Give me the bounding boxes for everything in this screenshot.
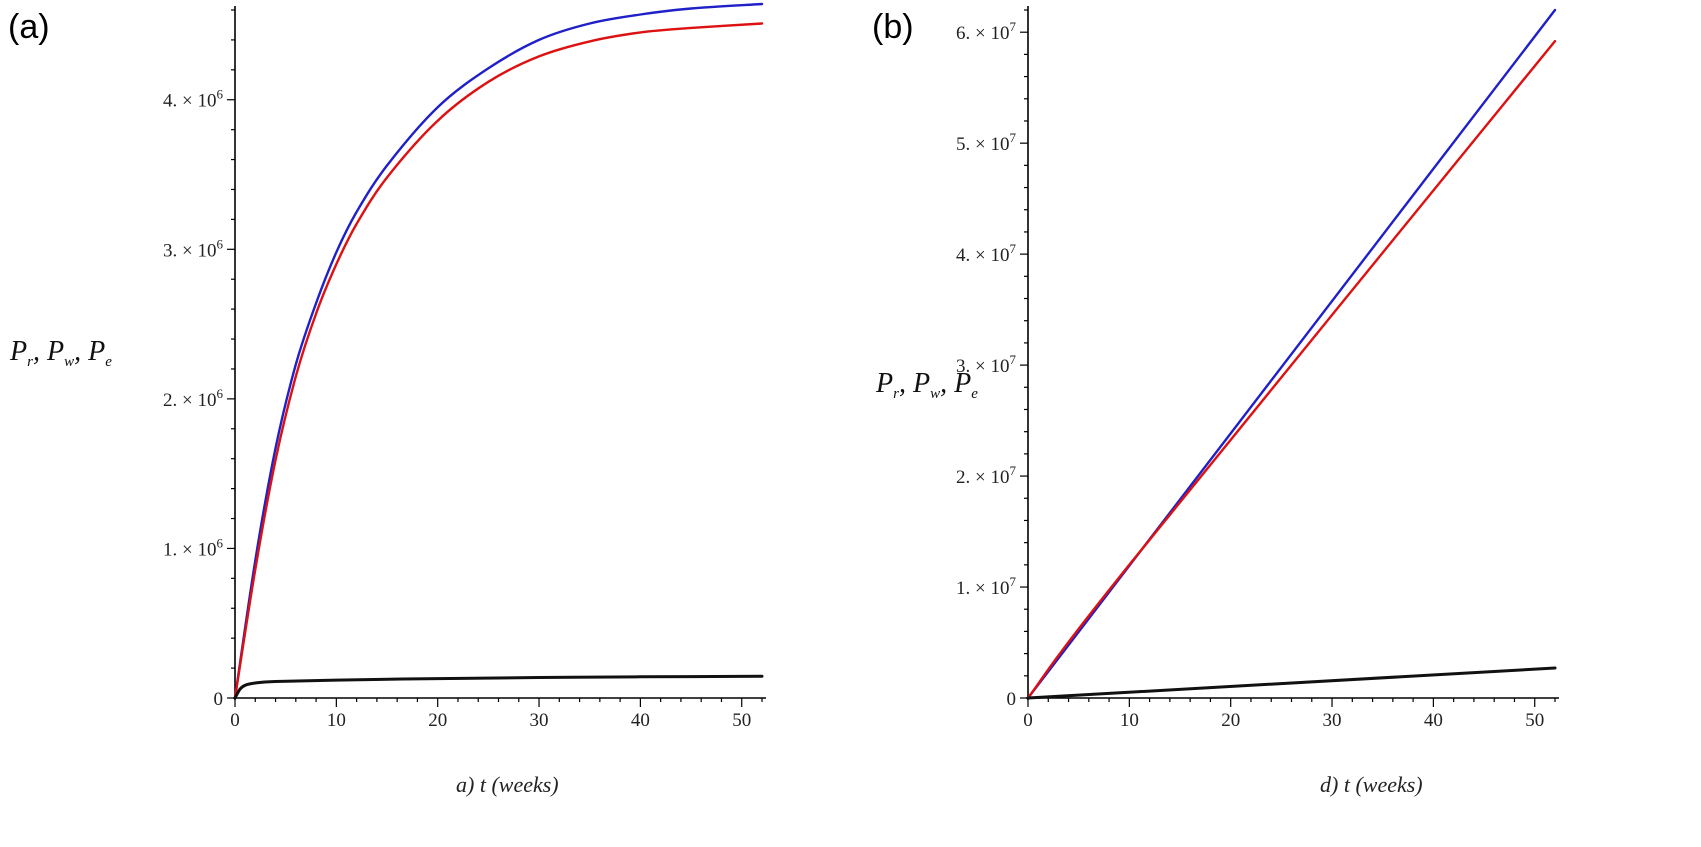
y-tick-label: 4. × 107 xyxy=(956,241,1016,266)
panel-b-plot: 0 10 20 30 40 50 0 1. × 107 2. × 107 3. × 107 4. ×… xyxy=(956,6,1559,731)
panel-b: (b) Pr, Pw, Pe d) t (weeks) 0 10 20 30 40 500… xyxy=(872,6,1559,797)
x-tick-label: 30 xyxy=(530,710,549,731)
panel-b-xlabel: d) t (weeks) xyxy=(1320,772,1423,797)
x-tick-label: 20 xyxy=(1221,710,1240,731)
y-tick-label: 3. × 107 xyxy=(956,352,1016,377)
x-tick-label: 40 xyxy=(1424,710,1443,731)
series-line-3 xyxy=(233,674,764,700)
panel-a-ylabel: Pr, Pw, Pe xyxy=(9,336,112,370)
series-line-1 xyxy=(233,2,764,700)
series-line-1 xyxy=(1026,8,1557,700)
panel-a-xlabel: a) t (weeks) xyxy=(456,772,559,797)
x-tick-label: 30 xyxy=(1323,710,1342,731)
x-tick-label: 0 xyxy=(230,710,240,731)
x-tick-label: 50 xyxy=(732,710,751,731)
svg-text:Pr, Pw, Pe: Pr, Pw, Pe xyxy=(9,336,112,370)
x-tick-label: 40 xyxy=(631,710,650,731)
panel-b-label: (b) xyxy=(872,8,914,46)
y-tick-label: 2. × 106 xyxy=(163,386,223,411)
svg-text:Pr, Pw, Pe: Pr, Pw, Pe xyxy=(875,368,978,402)
y-tick-label: 2. × 107 xyxy=(956,463,1016,488)
y-tick-label: 5. × 107 xyxy=(956,130,1016,155)
series-line-2 xyxy=(233,22,764,700)
y-tick-label: 4. × 106 xyxy=(163,87,223,112)
y-tick-label: 1. × 106 xyxy=(163,535,223,560)
x-tick-label: 10 xyxy=(327,710,346,731)
panel-a-label: (a) xyxy=(8,8,50,46)
y-tick-label: 3. × 106 xyxy=(163,236,223,261)
panel-a: (a) Pr, Pw, Pe a) t (weeks) 0 10 20 30 40 500… xyxy=(8,2,766,797)
x-tick-label: 0 xyxy=(1023,710,1033,731)
y-tick-label: 6. × 107 xyxy=(956,19,1016,44)
y-tick-label: 0 xyxy=(1007,689,1017,710)
x-tick-label: 50 xyxy=(1525,710,1544,731)
x-tick-label: 20 xyxy=(428,710,447,731)
y-tick-label: 1. × 107 xyxy=(956,574,1016,599)
panel-a-plot: 0 10 20 30 40 50 0 1. × 106 2. × 106 3. × 106 4. ×… xyxy=(163,2,766,731)
panel-b-ylabel: Pr, Pw, Pe xyxy=(875,368,978,402)
x-tick-label: 10 xyxy=(1120,710,1139,731)
y-tick-label: 0 xyxy=(214,689,224,710)
series-line-3 xyxy=(1026,666,1557,700)
series-line-2 xyxy=(1026,39,1557,700)
